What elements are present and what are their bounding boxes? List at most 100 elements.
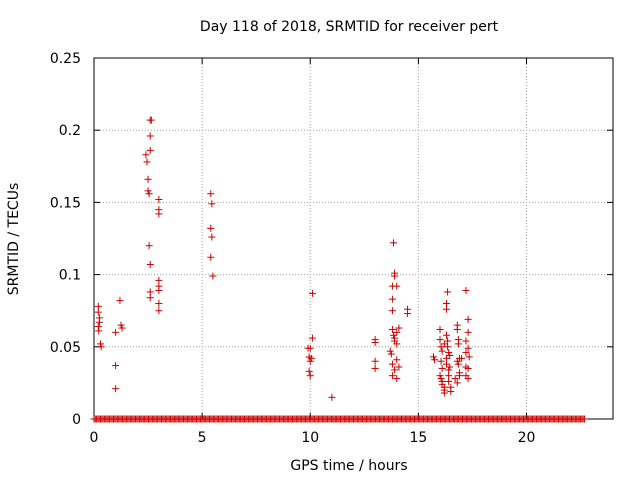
data-point: [371, 357, 379, 365]
data-point: [391, 366, 399, 374]
data-point: [464, 375, 472, 383]
data-point: [143, 158, 151, 166]
data-point: [447, 388, 455, 396]
data-point: [446, 363, 454, 371]
data-point: [96, 340, 104, 348]
data-point: [430, 353, 438, 361]
data-point: [306, 357, 314, 365]
data-point: [395, 363, 403, 371]
data-point: [144, 187, 152, 195]
data-point: [390, 239, 398, 247]
data-point: [146, 260, 154, 268]
data-point: [306, 344, 314, 352]
data-point: [388, 282, 396, 290]
data-point: [453, 379, 461, 387]
plot-frame: [93, 57, 614, 420]
data-point: [458, 354, 466, 362]
data-point: [455, 372, 463, 380]
data-point: [112, 385, 120, 393]
y-axis-label: SRMTID / TECUs: [6, 183, 22, 296]
y-tick-label: 0.05: [50, 340, 81, 356]
data-point: [145, 190, 153, 198]
data-point: [116, 297, 124, 305]
data-point: [208, 200, 216, 208]
data-point: [444, 288, 452, 296]
grid: [94, 58, 613, 419]
data-point: [393, 375, 401, 383]
data-point: [94, 308, 102, 316]
data-point: [328, 393, 336, 401]
data-point: [437, 357, 445, 365]
data-point: [390, 331, 398, 339]
data-point: [144, 175, 152, 183]
y-tick-label: 0.1: [59, 268, 81, 284]
data-point: [442, 299, 450, 307]
x-tick-label: 20: [518, 430, 536, 446]
data-point: [395, 324, 403, 332]
data-point: [146, 132, 154, 140]
data-point: [207, 224, 215, 232]
data-point: [431, 356, 439, 364]
data-point: [440, 389, 448, 397]
data-point: [97, 343, 105, 351]
data-point: [451, 375, 459, 383]
y-tick-label: 0.25: [50, 51, 81, 67]
data-point: [388, 372, 396, 380]
data-point: [146, 146, 154, 154]
x-tick-label: 5: [198, 430, 207, 446]
data-point: [462, 337, 470, 345]
data-point: [371, 364, 379, 372]
data-point: [308, 334, 316, 342]
data-point: [437, 375, 445, 383]
y-tick-label: 0: [72, 412, 81, 428]
x-tick-label: 15: [409, 430, 427, 446]
data-point: [393, 340, 401, 348]
data-point: [155, 299, 163, 307]
y-tick-label: 0.15: [50, 195, 81, 211]
data-point: [112, 362, 120, 370]
data-point: [145, 242, 153, 250]
data-point: [462, 286, 470, 294]
data-point: [464, 328, 472, 336]
data-point: [305, 367, 313, 375]
data-point: [436, 336, 444, 344]
data-point: [307, 354, 315, 362]
data-point: [436, 325, 444, 333]
data-point: [453, 325, 461, 333]
data-point: [388, 325, 396, 333]
data-point: [444, 343, 452, 351]
x-tick-label: 0: [90, 430, 99, 446]
data-point: [371, 338, 379, 346]
data-point: [118, 324, 126, 332]
data-point: [436, 372, 444, 380]
data-point: [442, 360, 450, 368]
data-point: [453, 357, 461, 365]
data-points: [90, 116, 588, 423]
data-point: [208, 233, 216, 241]
data-point: [387, 350, 395, 358]
data-point: [391, 272, 399, 280]
data-point: [308, 289, 316, 297]
data-point: [438, 347, 446, 355]
data-point: [438, 364, 446, 372]
axis-ticks: 0 0.05 0.1 0.15 0.2 0.25 0 5 10 15 20: [50, 51, 613, 446]
data-point: [147, 116, 155, 124]
data-point: [440, 340, 448, 348]
data-point: [442, 331, 450, 339]
data-point: [95, 327, 103, 335]
chart-title: Day 118 of 2018, SRMTID for receiver per…: [200, 19, 499, 35]
data-point: [464, 344, 472, 352]
data-point: [388, 360, 396, 368]
data-point: [388, 295, 396, 303]
data-point: [155, 286, 163, 294]
data-point: [388, 307, 396, 315]
data-point: [462, 349, 470, 357]
data-point: [117, 321, 125, 329]
x-axis-label: GPS time / hours: [290, 458, 407, 474]
data-point: [95, 318, 103, 326]
data-point: [464, 364, 472, 372]
data-point: [445, 349, 453, 357]
data-point: [142, 151, 150, 159]
data-point: [393, 328, 401, 336]
